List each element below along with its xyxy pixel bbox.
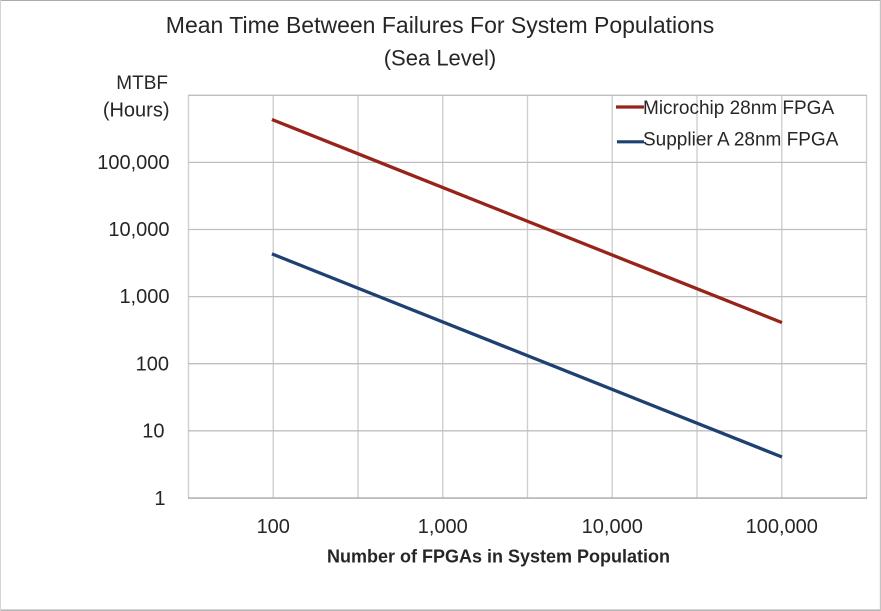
svg-text:Supplier A 28nm FPGA: Supplier A 28nm FPGA — [643, 130, 839, 151]
svg-text:10: 10 — [142, 421, 164, 443]
svg-text:Mean Time Between Failures For: Mean Time Between Failures For System Po… — [166, 12, 714, 38]
svg-text:100: 100 — [136, 353, 169, 375]
svg-text:Microchip 28nm FPGA: Microchip 28nm FPGA — [643, 98, 834, 119]
svg-text:(Sea Level): (Sea Level) — [384, 46, 497, 71]
svg-text:Number of FPGAs in System Popu: Number of FPGAs in System Population — [327, 547, 670, 567]
svg-text:1,000: 1,000 — [418, 516, 468, 538]
svg-text:100: 100 — [257, 516, 290, 538]
svg-text:(Hours): (Hours) — [103, 100, 170, 122]
svg-text:1,000: 1,000 — [119, 286, 169, 308]
svg-text:MTBF: MTBF — [116, 73, 168, 94]
svg-text:10,000: 10,000 — [582, 516, 643, 538]
svg-text:100,000: 100,000 — [746, 516, 818, 538]
svg-text:10,000: 10,000 — [108, 219, 169, 241]
svg-text:100,000: 100,000 — [97, 152, 169, 174]
svg-text:1: 1 — [154, 488, 165, 510]
